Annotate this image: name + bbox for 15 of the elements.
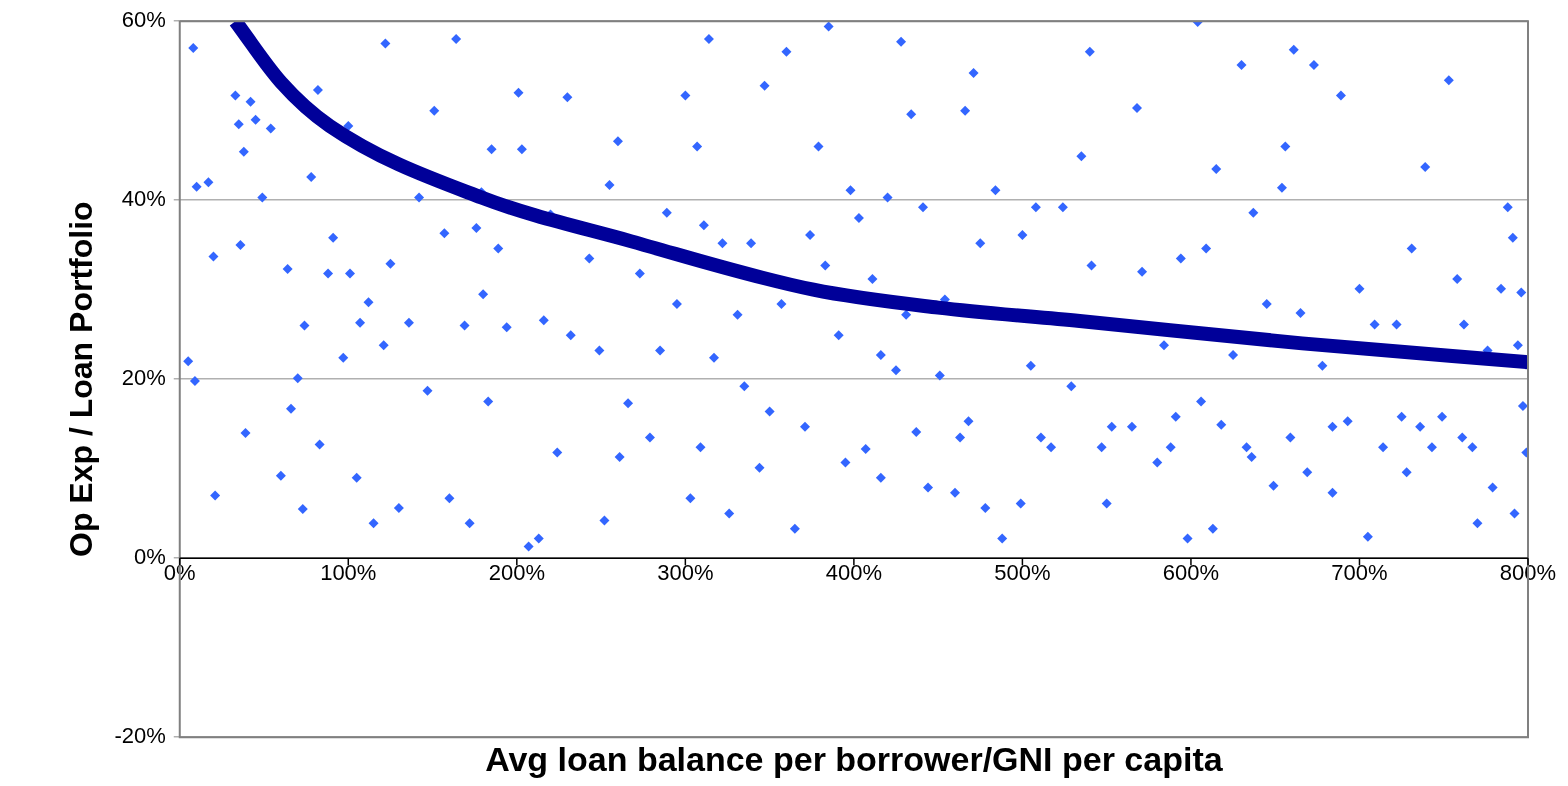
- y-tick-label: 40%: [121, 186, 166, 212]
- x-tick-label: 700%: [1331, 560, 1388, 586]
- x-tick-label: 300%: [657, 560, 714, 586]
- x-tick-label: 400%: [825, 560, 883, 586]
- x-tick-label: 500%: [994, 560, 1051, 586]
- x-tick-label: 100%: [320, 560, 377, 586]
- y-tick-label: 20%: [121, 365, 166, 391]
- y-tick-label: -20%: [114, 723, 166, 749]
- x-tick-label: 600%: [1162, 560, 1220, 586]
- y-axis-title: Op Exp / Loan Portfolio: [63, 201, 100, 557]
- x-axis-title: Avg loan balance per borrower/GNI per capita: [485, 739, 1224, 778]
- x-tick-label: 200%: [488, 560, 545, 586]
- x-tick-label: 800%: [1499, 560, 1557, 586]
- y-tick-label: 60%: [121, 7, 166, 33]
- y-tick-label: 0%: [133, 544, 166, 570]
